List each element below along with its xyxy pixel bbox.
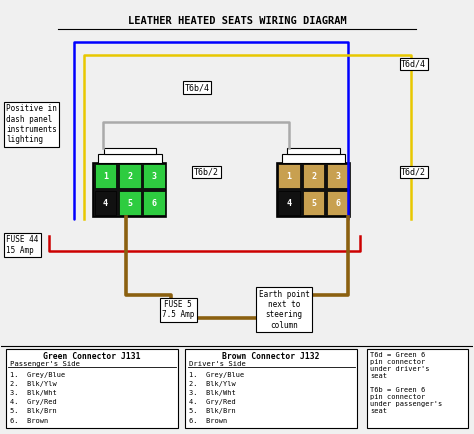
Text: 5: 5 bbox=[311, 199, 316, 208]
Text: 4: 4 bbox=[287, 199, 292, 208]
Text: Brown Connector J132: Brown Connector J132 bbox=[222, 352, 320, 361]
Bar bbox=[303, 191, 324, 215]
Bar bbox=[143, 191, 165, 215]
Bar bbox=[95, 164, 116, 188]
Bar bbox=[327, 164, 349, 188]
Text: 2.  Blk/Ylw: 2. Blk/Ylw bbox=[189, 381, 236, 387]
Text: Green Connector J131: Green Connector J131 bbox=[43, 352, 141, 361]
Bar bbox=[143, 164, 165, 188]
Bar bbox=[366, 349, 468, 428]
Bar bbox=[327, 191, 349, 215]
Text: 2: 2 bbox=[311, 171, 316, 181]
Text: FUSE 44
15 Amp: FUSE 44 15 Amp bbox=[6, 235, 38, 255]
Bar bbox=[119, 191, 141, 215]
Text: 1: 1 bbox=[103, 171, 108, 181]
Text: 2: 2 bbox=[128, 171, 132, 181]
Bar bbox=[119, 164, 141, 188]
Text: 1.  Grey/Blue: 1. Grey/Blue bbox=[10, 372, 65, 378]
Text: 1: 1 bbox=[287, 171, 292, 181]
Bar bbox=[282, 154, 346, 163]
Text: T6d = Green 6
pin connector
under driver's
seat

T6b = Green 6
pin connector
und: T6d = Green 6 pin connector under driver… bbox=[370, 352, 443, 414]
Text: 5: 5 bbox=[128, 199, 132, 208]
Text: 6: 6 bbox=[336, 199, 340, 208]
Text: LEATHER HEATED SEATS WIRING DIAGRAM: LEATHER HEATED SEATS WIRING DIAGRAM bbox=[128, 16, 346, 26]
Text: Positive in
dash panel
instruments
lighting: Positive in dash panel instruments light… bbox=[6, 104, 57, 145]
Text: 3.  Blk/Wht: 3. Blk/Wht bbox=[189, 390, 236, 396]
Text: T6b/2: T6b/2 bbox=[194, 167, 219, 176]
Text: 4: 4 bbox=[103, 199, 108, 208]
Bar bbox=[93, 163, 166, 217]
Text: 3: 3 bbox=[336, 171, 340, 181]
Text: T6d/4: T6d/4 bbox=[401, 59, 426, 69]
Text: 4.  Gry/Red: 4. Gry/Red bbox=[10, 399, 56, 405]
Bar bbox=[277, 163, 350, 217]
Text: 6.  Brown: 6. Brown bbox=[189, 418, 227, 424]
Text: FUSE 5
7.5 Amp: FUSE 5 7.5 Amp bbox=[162, 300, 194, 319]
Text: T6b/4: T6b/4 bbox=[184, 83, 210, 92]
Bar bbox=[185, 349, 357, 428]
Bar bbox=[278, 164, 300, 188]
Text: 5.  Blk/Brn: 5. Blk/Brn bbox=[189, 408, 236, 414]
Text: 2.  Blk/Ylw: 2. Blk/Ylw bbox=[10, 381, 56, 387]
Bar bbox=[6, 349, 178, 428]
Bar bbox=[278, 191, 300, 215]
Bar bbox=[98, 154, 162, 163]
Text: 3: 3 bbox=[152, 171, 156, 181]
Text: Passenger's Side: Passenger's Side bbox=[10, 362, 80, 368]
Bar bbox=[104, 148, 156, 154]
Text: Earth point
next to
steering
column: Earth point next to steering column bbox=[259, 289, 310, 330]
Bar bbox=[95, 191, 116, 215]
Text: 6.  Brown: 6. Brown bbox=[10, 418, 48, 424]
Text: 6: 6 bbox=[152, 199, 156, 208]
Bar bbox=[287, 148, 340, 154]
Bar bbox=[303, 164, 324, 188]
Text: Driver's Side: Driver's Side bbox=[189, 362, 246, 368]
Text: 4.  Gry/Red: 4. Gry/Red bbox=[189, 399, 236, 405]
Text: 1.  Grey/Blue: 1. Grey/Blue bbox=[189, 372, 244, 378]
Text: 5.  Blk/Brn: 5. Blk/Brn bbox=[10, 408, 56, 414]
Text: 3.  Blk/Wht: 3. Blk/Wht bbox=[10, 390, 56, 396]
Text: T6d/2: T6d/2 bbox=[401, 167, 426, 176]
